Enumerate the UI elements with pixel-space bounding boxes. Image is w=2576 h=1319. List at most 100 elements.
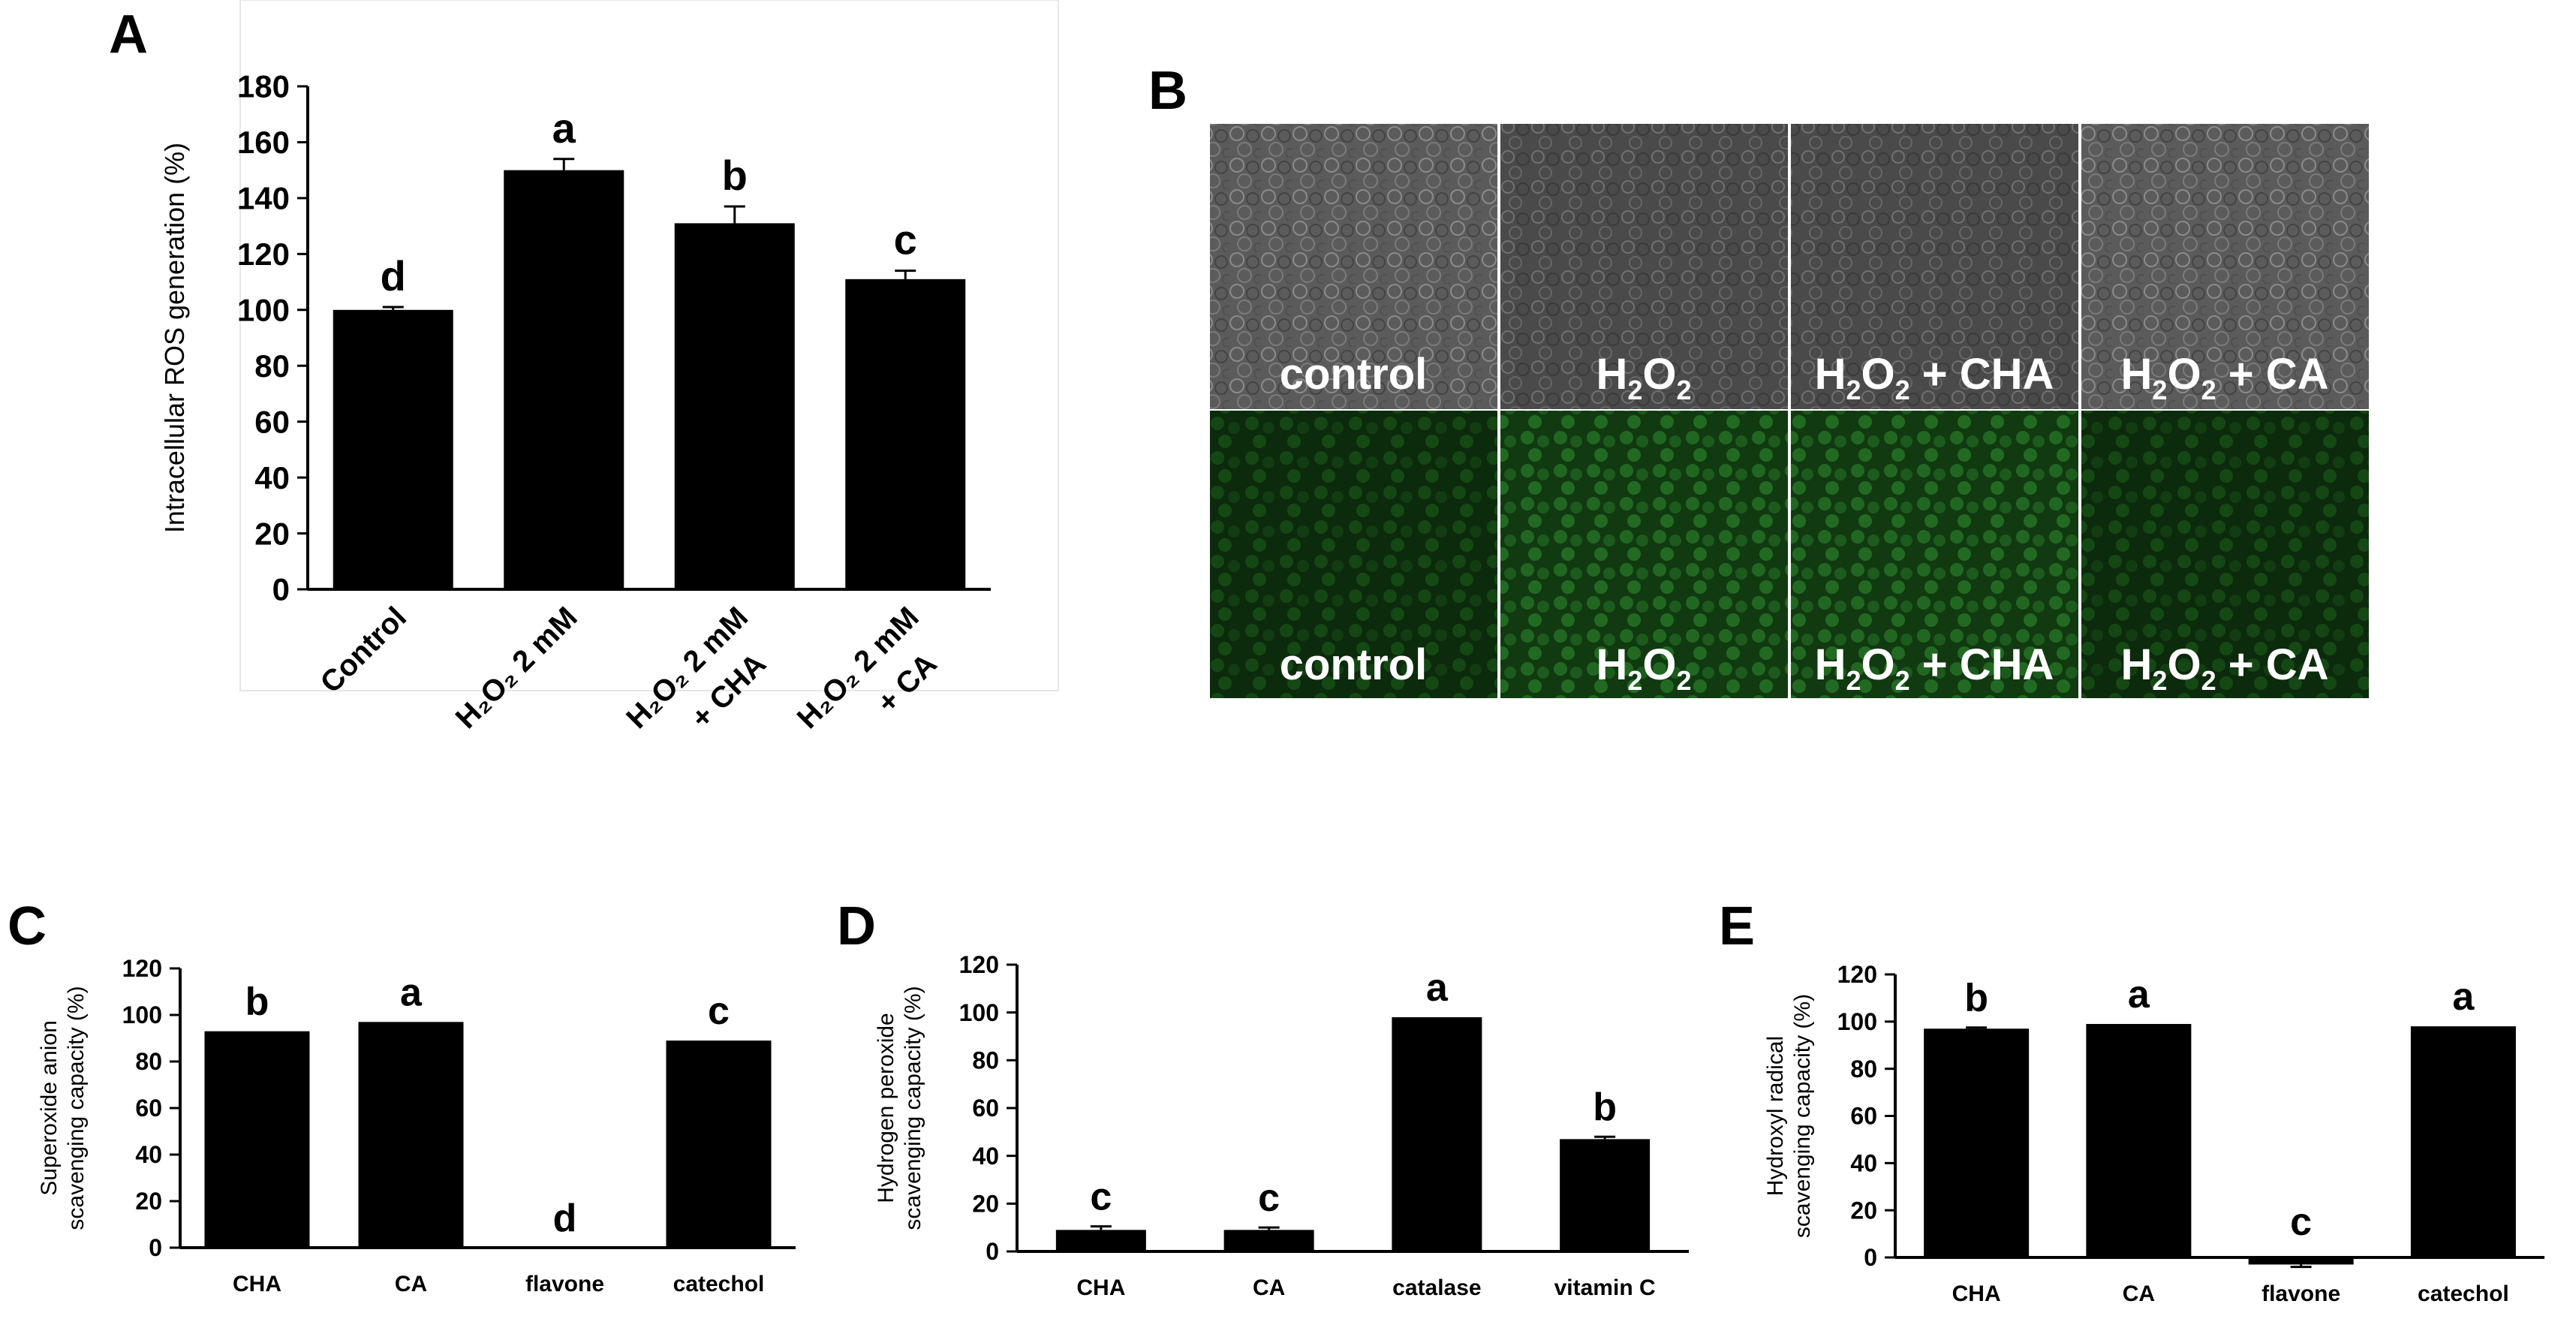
y-tick-label: 80 xyxy=(1850,1056,1877,1083)
y-tick-label: 100 xyxy=(122,1001,162,1028)
chart-d: 0 20 40 60 80 100 120 Hydrogen peroxide scavengi… xyxy=(874,951,1689,1300)
y-tick-label: 120 xyxy=(122,955,162,982)
significance-letter: d xyxy=(381,252,406,300)
y-tick-label: 40 xyxy=(972,1143,999,1170)
y-tick-label: 20 xyxy=(1850,1197,1877,1224)
brightfield-image-control xyxy=(1210,124,1497,409)
bar xyxy=(1055,1230,1146,1251)
bar xyxy=(666,1040,772,1248)
y-tick-label: 100 xyxy=(1837,1008,1877,1035)
y-axis-label: Superoxide anion xyxy=(37,1020,62,1196)
bar xyxy=(504,170,624,589)
brightfield-label: H2O2 + CA xyxy=(2121,350,2329,405)
y-tick-label: 20 xyxy=(135,1188,162,1215)
x-category-label: catechol xyxy=(673,1272,765,1296)
bar xyxy=(1924,1028,2030,1257)
panel-letter-d: D xyxy=(837,896,876,956)
y-tick-label: 120 xyxy=(1837,961,1877,988)
panel-letter-c: C xyxy=(8,896,47,956)
significance-letter: d xyxy=(553,1197,577,1240)
significance-letter: a xyxy=(400,971,423,1014)
chart-c: 0 20 40 60 80 100 120 Superoxide anion scavengin… xyxy=(37,955,796,1296)
y-tick-label: 120 xyxy=(959,951,999,978)
brightfield-image-h2o2-ca xyxy=(2081,124,2369,409)
significance-letter: b xyxy=(722,152,748,199)
x-category-label: CA xyxy=(2123,1281,2155,1306)
bar xyxy=(1223,1230,1314,1251)
bar xyxy=(358,1022,464,1248)
y-tick-label: 60 xyxy=(254,404,290,439)
fluorescence-image-h2o2-cha xyxy=(1791,411,2078,698)
fluorescence-label: H2O2 + CA xyxy=(2121,640,2329,696)
y-tick-label: 40 xyxy=(1850,1150,1877,1177)
x-category-label: H₂O₂ 2 mM xyxy=(450,601,584,735)
y-tick-label: 40 xyxy=(254,460,290,495)
y-axis-label: Hydroxyl radical xyxy=(1763,1036,1788,1196)
fluorescence-label: H2O2 + CHA xyxy=(1815,640,2054,696)
y-axis-label: Intracellular ROS generation (%) xyxy=(159,143,190,533)
fluorescence-image-control xyxy=(1210,411,1497,698)
bar xyxy=(333,309,453,589)
significance-letter: c xyxy=(708,989,730,1033)
y-tick-label: 80 xyxy=(972,1047,999,1074)
significance-letter: a xyxy=(2128,973,2150,1016)
y-tick-label: 20 xyxy=(254,516,290,551)
bar xyxy=(1560,1139,1651,1251)
brightfield-label: control xyxy=(1280,350,1428,399)
y-tick-label: 60 xyxy=(1850,1103,1877,1130)
brightfield-image-h2o2-cha xyxy=(1791,124,2078,409)
y-tick-label: 80 xyxy=(254,348,290,384)
x-category-label: Control xyxy=(314,601,413,700)
brightfield-image-h2o2 xyxy=(1500,124,1788,409)
fluorescence-label: control xyxy=(1280,640,1428,689)
chart-e: 0 20 40 60 80 100 120 Hydroxyl radical scavengin… xyxy=(1763,961,2544,1306)
y-tick-label: 120 xyxy=(237,236,290,272)
y-tick-label: 80 xyxy=(135,1048,162,1075)
significance-letter: a xyxy=(2452,975,2475,1019)
bar xyxy=(2248,1257,2354,1265)
x-category-label: CA xyxy=(395,1272,427,1296)
fluorescence-label: H2O2 xyxy=(1596,640,1691,696)
brightfield-label: H2O2 xyxy=(1596,350,1691,405)
y-axis-label: scavenging capacity (%) xyxy=(901,986,925,1230)
significance-letter: a xyxy=(1426,966,1449,1010)
x-category-label: CA xyxy=(1253,1275,1285,1300)
x-category-label: vitamin C xyxy=(1554,1275,1656,1300)
significance-letter: b xyxy=(1964,977,1988,1020)
x-category-label: catechol xyxy=(2418,1281,2509,1306)
panel-letter-e: E xyxy=(1719,896,1755,956)
bar xyxy=(845,279,966,589)
significance-letter: a xyxy=(552,104,576,152)
y-tick-label: 0 xyxy=(272,572,290,607)
x-category-label: flavone xyxy=(2262,1281,2340,1306)
y-tick-label: 0 xyxy=(986,1238,999,1265)
y-tick-label: 180 xyxy=(237,69,290,104)
panel-letter-a: A xyxy=(109,5,148,65)
significance-letter: b xyxy=(1593,1086,1617,1129)
bar xyxy=(204,1031,310,1248)
fluorescence-image-h2o2-ca xyxy=(2081,411,2369,698)
y-tick-label: 60 xyxy=(972,1095,999,1122)
x-category-label: CHA xyxy=(1952,1281,2001,1306)
y-tick-label: 60 xyxy=(135,1095,162,1122)
y-axis-label: Hydrogen peroxide xyxy=(874,1013,898,1203)
significance-letter: c xyxy=(1090,1176,1112,1219)
y-tick-label: 20 xyxy=(972,1191,999,1218)
x-category-label: catalase xyxy=(1392,1275,1481,1300)
y-tick-label: 0 xyxy=(1864,1244,1877,1271)
microscopy-panel: control H2O2 H2O2 + CHA H2O2 + CA control H2O… xyxy=(1208,122,2372,698)
bar xyxy=(2086,1023,2192,1257)
plot-area-frame xyxy=(239,0,1059,691)
fluorescence-image-h2o2 xyxy=(1500,411,1788,698)
chart-a: 0 20 40 60 80 100 120 140 160 180 Intracellular RO… xyxy=(159,0,1059,735)
bar xyxy=(1392,1017,1482,1251)
brightfield-label: H2O2 + CHA xyxy=(1815,350,2054,405)
bar xyxy=(674,223,795,589)
panel-letter-b: B xyxy=(1148,61,1187,121)
y-tick-label: 100 xyxy=(237,292,290,327)
y-axis-label: scavenging capacity (%) xyxy=(1790,994,1815,1238)
y-tick-label: 0 xyxy=(149,1234,162,1261)
y-axis-label: scavenging capacity (%) xyxy=(64,986,89,1230)
significance-letter: c xyxy=(1258,1176,1280,1220)
